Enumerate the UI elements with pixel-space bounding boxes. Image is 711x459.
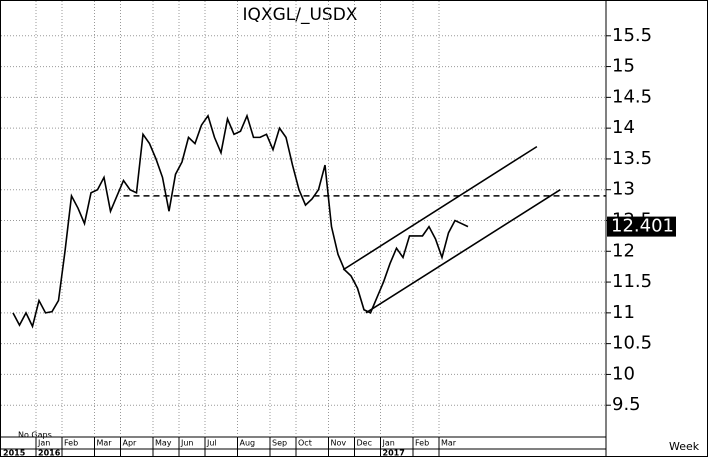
y-tick-label: 12: [612, 240, 635, 261]
x-axis-label: Week: [669, 440, 700, 453]
y-tick-label: 10: [612, 363, 635, 384]
x-tick-label: Jan: [37, 439, 50, 448]
y-tick-label: 13: [612, 179, 635, 200]
x-tick-label: Apr: [123, 439, 138, 448]
y-tick-label: 10.5: [612, 333, 652, 354]
x-tick-label: Mar: [441, 439, 457, 448]
trend-line: [342, 145, 538, 271]
year-label: 2016: [38, 449, 61, 458]
y-tick-label: 15.5: [612, 25, 652, 46]
note: No Gaps: [18, 431, 52, 440]
y-tick-label: 11: [612, 302, 635, 323]
y-tick-label: 11.5: [612, 271, 652, 292]
x-tick-label: Feb: [415, 439, 429, 448]
x-tick-label: Jun: [180, 439, 194, 448]
chart-title: IQXGL/_USDX: [243, 5, 358, 25]
y-tick-label: 13.5: [612, 148, 652, 169]
x-tick-label: Jul: [206, 439, 217, 448]
x-tick-label: Aug: [240, 439, 256, 448]
x-tick-label: Dec: [357, 439, 372, 448]
y-tick-label: 14.5: [612, 86, 652, 107]
year-label: 2017: [383, 449, 405, 458]
y-tick-label: 9.5: [612, 394, 641, 415]
x-tick-label: Feb: [64, 439, 78, 448]
price-line: [12, 113, 469, 329]
trend-line: [365, 189, 561, 314]
x-tick-label: Jan: [382, 439, 395, 448]
x-tick-label: May: [155, 439, 172, 448]
year-label: 2015: [3, 449, 26, 458]
y-tick-label: 15: [612, 56, 635, 77]
last-value-label: 12.401: [611, 216, 674, 237]
last-value-box: [607, 216, 676, 237]
x-tick-label: Oct: [298, 439, 312, 448]
x-tick-label: Mar: [97, 439, 113, 448]
x-tick-label: Sep: [272, 439, 287, 448]
x-tick-label: Nov: [331, 439, 347, 448]
y-tick-label: 14: [612, 117, 635, 138]
